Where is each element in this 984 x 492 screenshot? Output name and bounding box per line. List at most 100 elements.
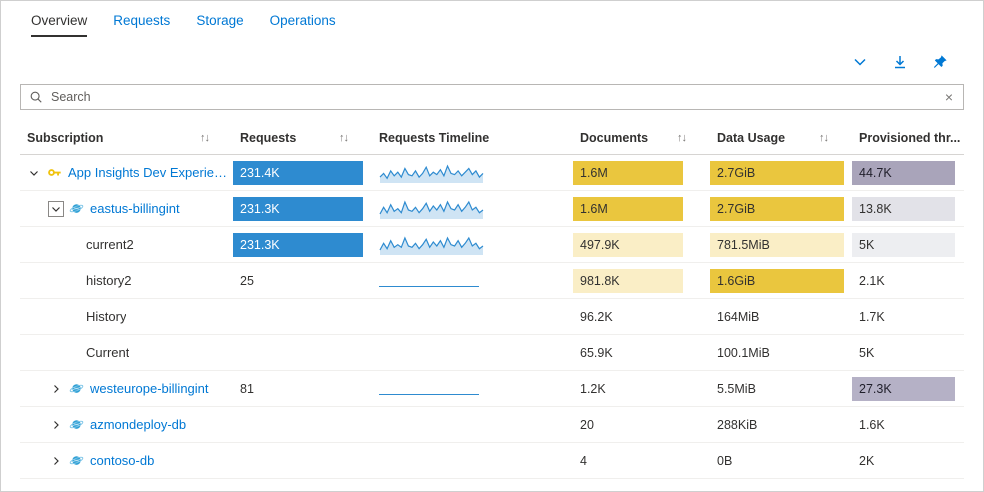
collapse-chevron-icon[interactable] xyxy=(851,53,869,71)
cell-value: 1.7K xyxy=(859,309,885,324)
row-label[interactable]: App Insights Dev Experience xyxy=(68,165,233,180)
requests-cell: 231.3K xyxy=(233,196,372,221)
documents-cell: 1.6M xyxy=(573,196,710,221)
table-row[interactable]: eastus-billingint 231.3K 1.6M 2.7GiB 13.8K xyxy=(20,191,964,227)
cosmos-db-icon xyxy=(68,417,85,433)
sort-icon[interactable]: ↑↓ xyxy=(677,132,687,144)
heatmap-bar: 981.8K xyxy=(573,268,683,293)
expand-chevron-icon[interactable] xyxy=(48,381,64,397)
heatmap-bar: 1.6M xyxy=(573,196,683,221)
heatmap-bar: 2.7GiB xyxy=(710,196,844,221)
row-label[interactable]: azmondeploy-db xyxy=(90,417,187,432)
requests-cell: 25 xyxy=(233,269,372,293)
requests-timeline-cell xyxy=(372,198,573,220)
search-icon xyxy=(30,91,42,103)
row-label[interactable]: eastus-billingint xyxy=(90,201,180,216)
requests-cell: 231.4K xyxy=(233,160,372,185)
table-row[interactable]: azmondeploy-db 20 288KiB 1.6K xyxy=(20,407,964,443)
cell-value: 81 xyxy=(240,381,254,396)
tab-storage[interactable]: Storage xyxy=(196,13,244,28)
tab-bar: Overview Requests Storage Operations xyxy=(1,13,983,37)
cell-value: 5.5MiB xyxy=(717,381,756,396)
data-usage-cell: 5.5MiB xyxy=(710,377,852,401)
data-usage-cell: 288KiB xyxy=(710,413,852,437)
documents-cell: 497.9K xyxy=(573,232,710,257)
documents-cell: 1.2K xyxy=(573,377,710,401)
provisioned-throughput-cell: 44.7K xyxy=(852,160,964,185)
flat-sparkline xyxy=(379,286,479,287)
subscription-cell: History xyxy=(20,309,233,324)
heatmap-bar: 231.4K xyxy=(233,160,363,185)
search-box: × xyxy=(20,84,964,110)
requests-cell: 81 xyxy=(233,377,372,401)
row-label: Current xyxy=(86,345,130,360)
sort-icon[interactable]: ↑↓ xyxy=(819,132,829,144)
data-usage-cell: 2.7GiB xyxy=(710,196,852,221)
cell-value: 288KiB xyxy=(717,417,758,432)
subscription-cell: contoso-db xyxy=(20,453,233,469)
tab-overview[interactable]: Overview xyxy=(31,13,88,37)
provisioned-throughput-cell: 1.6K xyxy=(852,413,964,437)
table-row[interactable]: Current 65.9K 100.1MiB 5K xyxy=(20,335,964,371)
table-row[interactable]: contoso-db 4 0B 2K xyxy=(20,443,964,479)
table-row[interactable]: westeurope-billingint 81 1.2K 5.5MiB 27.3K xyxy=(20,371,964,407)
row-label: history2 xyxy=(86,273,132,288)
provisioned-throughput-cell: 5K xyxy=(852,341,964,365)
expand-chevron-icon[interactable] xyxy=(48,417,64,433)
requests-timeline-cell xyxy=(372,162,573,184)
pin-icon[interactable] xyxy=(931,53,949,71)
column-label: Requests xyxy=(240,131,297,145)
data-usage-cell: 2.7GiB xyxy=(710,160,852,185)
collapse-chevron-icon[interactable] xyxy=(48,200,64,217)
search-input[interactable] xyxy=(49,89,943,105)
tab-requests[interactable]: Requests xyxy=(113,13,171,28)
documents-cell: 1.6M xyxy=(573,160,710,185)
cell-value: 25 xyxy=(240,273,254,288)
heatmap-bar: 44.7K xyxy=(852,160,955,185)
cell-value: 100.1MiB xyxy=(717,345,770,360)
row-label[interactable]: westeurope-billingint xyxy=(90,381,209,396)
column-header-requests[interactable]: Requests ↑↓ xyxy=(233,131,372,145)
column-header-provisioned-throughput[interactable]: Provisioned thr... xyxy=(852,131,964,145)
column-header-data-usage[interactable]: Data Usage ↑↓ xyxy=(710,131,852,145)
cell-value: 96.2K xyxy=(580,309,613,324)
subscription-cell: App Insights Dev Experience xyxy=(20,165,233,181)
data-usage-cell: 1.6GiB xyxy=(710,268,852,293)
expand-chevron-icon[interactable] xyxy=(48,453,64,469)
heatmap-bar: 497.9K xyxy=(573,232,683,257)
cell-value: 65.9K xyxy=(580,345,613,360)
key-icon xyxy=(46,165,63,181)
collapse-chevron-icon[interactable] xyxy=(26,165,42,181)
heatmap-bar: 5K xyxy=(852,232,955,257)
column-header-documents[interactable]: Documents ↑↓ xyxy=(573,131,710,145)
sort-icon[interactable]: ↑↓ xyxy=(200,132,210,144)
column-label: Provisioned thr... xyxy=(859,131,961,145)
documents-cell: 981.8K xyxy=(573,268,710,293)
table-header: Subscription ↑↓ Requests ↑↓ Requests Tim… xyxy=(20,122,964,155)
table-row[interactable]: App Insights Dev Experience 231.4K 1.6M 2.7… xyxy=(20,155,964,191)
subscription-cell: azmondeploy-db xyxy=(20,417,233,433)
heatmap-bar: 231.3K xyxy=(233,232,363,257)
requests-timeline-cell xyxy=(372,382,573,395)
data-usage-cell: 0B xyxy=(710,449,852,473)
row-label[interactable]: contoso-db xyxy=(90,453,155,468)
toolbar xyxy=(1,53,949,71)
download-icon[interactable] xyxy=(891,53,909,71)
cell-value: 4 xyxy=(580,453,587,468)
tab-operations[interactable]: Operations xyxy=(269,13,336,28)
subscription-cell: current2 xyxy=(20,237,233,252)
cell-value: 20 xyxy=(580,417,594,432)
clear-search-icon[interactable]: × xyxy=(944,89,953,105)
subscription-cell: eastus-billingint xyxy=(20,200,233,217)
provisioned-throughput-cell: 1.7K xyxy=(852,305,964,329)
provisioned-throughput-cell: 5K xyxy=(852,232,964,257)
flat-sparkline xyxy=(379,394,479,395)
table-row[interactable]: current2 231.3K 497.9K 781.5MiB 5K xyxy=(20,227,964,263)
cell-value: 2.1K xyxy=(859,273,885,288)
column-header-subscription[interactable]: Subscription ↑↓ xyxy=(20,131,233,145)
table-row[interactable]: History 96.2K 164MiB 1.7K xyxy=(20,299,964,335)
documents-cell: 4 xyxy=(573,449,710,473)
table-row[interactable]: history2 25 981.8K 1.6GiB 2.1K xyxy=(20,263,964,299)
sort-icon[interactable]: ↑↓ xyxy=(339,132,349,144)
